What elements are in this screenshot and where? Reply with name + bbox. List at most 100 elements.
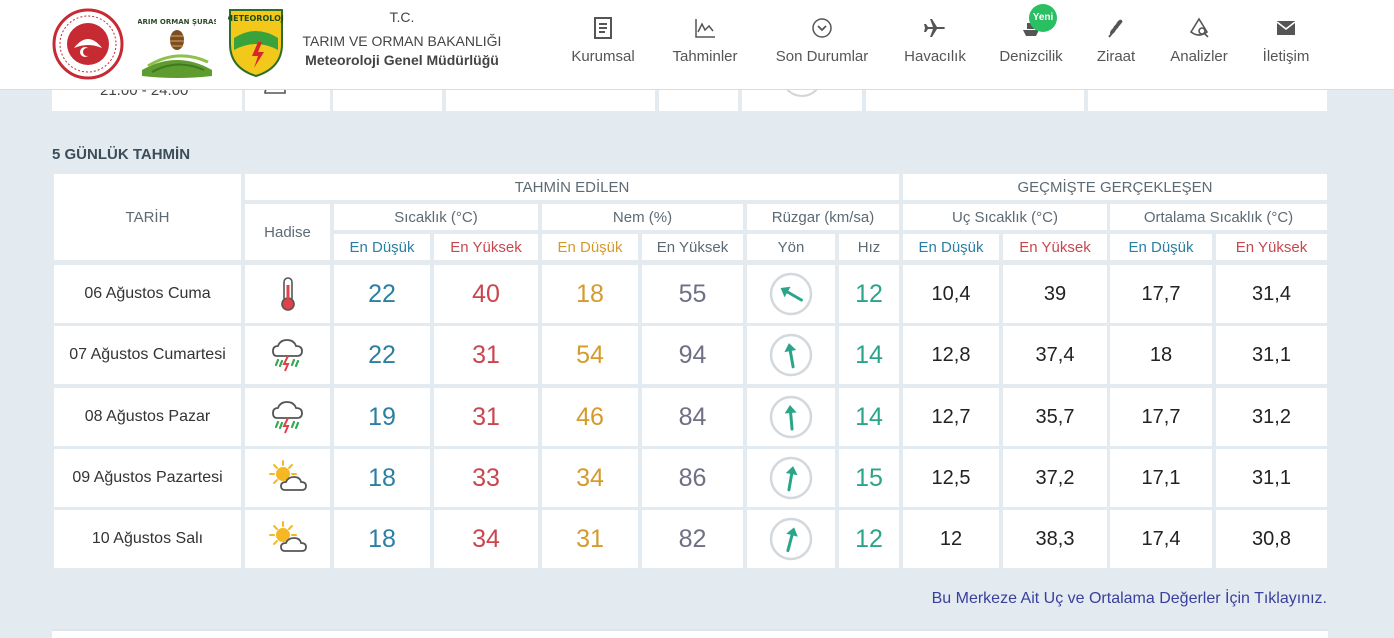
nav-ziraat[interactable]: Ziraat [1093, 12, 1139, 76]
cell-date: 06 Ağustos Cuma [54, 265, 241, 323]
thermometer-icon [280, 277, 295, 311]
cell-avg-max: 31,4 [1216, 265, 1327, 323]
meteorology-logo[interactable]: METEOROLOJİ [228, 8, 284, 78]
cell-tmax: 31 [434, 388, 538, 446]
header-wind: Rüzgar (km/sa) [747, 204, 899, 230]
nav-tahminler[interactable]: Tahminler [667, 12, 743, 76]
cell-ext-min: 10,4 [903, 265, 999, 323]
cell-ext-min: 12,5 [903, 449, 999, 507]
nav-label: Tahminler [672, 48, 738, 65]
cell-speed: 12 [839, 265, 899, 323]
cell-avg-min: 18 [1110, 326, 1212, 384]
cell-speed: 12 [839, 510, 899, 568]
station-averages-link[interactable]: Bu Merkeze Ait Uç ve Ortalama Değerler İ… [931, 590, 1327, 607]
svg-text:TARIM ORMAN ŞURASI: TARIM ORMAN ŞURASI [138, 18, 216, 26]
cell-date: 09 Ağustos Pazartesi [54, 449, 241, 507]
header-wind-speed: Hız [839, 234, 899, 260]
cell-avg-max: 30,8 [1216, 510, 1327, 568]
wind-direction-cell [747, 510, 835, 568]
cell-tmax: 40 [434, 265, 538, 323]
mail-icon [1276, 21, 1296, 35]
wheat-icon [1108, 19, 1123, 38]
header-temperature: Sıcaklık (°C) [334, 204, 538, 230]
cell-hmin: 31 [542, 510, 638, 568]
cell-avg-max: 31,2 [1216, 388, 1327, 446]
airplane-icon [924, 19, 945, 37]
wind-direction-icon [769, 333, 813, 377]
cell-tmin: 18 [334, 510, 430, 568]
nav-havacilik[interactable]: Havacılık [901, 12, 969, 76]
cell-avg-min: 17,4 [1110, 510, 1212, 568]
wind-direction-cell [747, 388, 835, 446]
header-past: GEÇMİŞTE GERÇEKLEŞEN [903, 174, 1327, 200]
header-average-high: En Yüksek [1216, 234, 1327, 260]
cell-speed: 14 [839, 388, 899, 446]
wind-circle-icon [781, 78, 823, 97]
nav-label: Denizcilik [999, 48, 1063, 65]
analysis-icon [1189, 17, 1209, 38]
cell-tmax: 31 [434, 326, 538, 384]
cell-tmax: 33 [434, 449, 538, 507]
header-temp-high: En Yüksek [434, 234, 538, 260]
cell-speed: 15 [839, 449, 899, 507]
header-average-temp: Ortalama Sıcaklık (°C) [1110, 204, 1327, 230]
nav-label: Havacılık [904, 48, 966, 65]
header-date: TARİH [54, 174, 241, 260]
nav-label: İletişim [1262, 48, 1310, 65]
partly-cloudy-icon [268, 460, 307, 491]
ministry-logo[interactable] [52, 8, 124, 80]
header-hum-high: En Yüksek [642, 234, 743, 260]
nav-analizler[interactable]: Analizler [1166, 12, 1232, 76]
chart-icon [695, 19, 715, 38]
cell-ext-min: 12,7 [903, 388, 999, 446]
cell-ext-max: 38,3 [1003, 510, 1107, 568]
nav-label: Ziraat [1096, 48, 1136, 65]
weather-event-cell [245, 326, 330, 384]
cell-tmin: 22 [334, 326, 430, 384]
cell-tmin: 18 [334, 449, 430, 507]
cell-hmin: 18 [542, 265, 638, 323]
wind-direction-icon [769, 395, 813, 439]
cell-date: 10 Ağustos Salı [54, 510, 241, 568]
section-title: 5 GÜNLÜK TAHMİN [52, 146, 191, 163]
organization-name: T.C. TARIM VE ORMAN BAKANLIĞI Meteoroloj… [290, 8, 514, 70]
thunderstorm-icon [271, 401, 303, 434]
svg-text:METEOROLOJİ: METEOROLOJİ [228, 13, 284, 23]
forest-logo[interactable]: TARIM ORMAN ŞURASI [138, 10, 216, 82]
header-event: Hadise [245, 204, 330, 260]
wind-direction-cell [747, 326, 835, 384]
header-temp-low: En Düşük [334, 234, 430, 260]
header-extreme-temp: Uç Sıcaklık (°C) [903, 204, 1107, 230]
cell-avg-min: 17,1 [1110, 449, 1212, 507]
cell-hmin: 34 [542, 449, 638, 507]
weather-event-cell [245, 388, 330, 446]
nav-son-durumlar[interactable]: Son Durumlar [770, 12, 874, 76]
cell-tmin: 22 [334, 265, 430, 323]
header-average-low: En Düşük [1110, 234, 1212, 260]
cell-avg-max: 31,1 [1216, 326, 1327, 384]
cell-hmax: 82 [642, 510, 743, 568]
nav-label: Son Durumlar [775, 48, 869, 65]
cell-avg-min: 17,7 [1110, 265, 1212, 323]
new-badge: Yeni [1029, 4, 1057, 32]
cell-hmax: 84 [642, 388, 743, 446]
weather-event-cell [245, 449, 330, 507]
cell-ext-min: 12 [903, 510, 999, 568]
header-forecast: TAHMİN EDİLEN [245, 174, 899, 200]
nav-iletisim[interactable]: İletişim [1257, 12, 1315, 76]
site-header: TARIM ORMAN ŞURASI METEOROLOJİ T.C. TARI… [0, 0, 1394, 90]
cell-ext-max: 35,7 [1003, 388, 1107, 446]
nav-label: Analizler [1170, 48, 1228, 65]
cell-ext-max: 37,4 [1003, 326, 1107, 384]
org-line-ministry: TARIM VE ORMAN BAKANLIĞI [302, 33, 502, 49]
cell-tmin: 19 [334, 388, 430, 446]
chevron-circle-icon [812, 18, 832, 38]
wind-direction-cell [747, 265, 835, 323]
header-extreme-high: En Yüksek [1003, 234, 1107, 260]
wind-direction-icon [769, 517, 813, 561]
nav-label: Kurumsal [571, 48, 635, 65]
cell-tmax: 34 [434, 510, 538, 568]
nav-denizcilik[interactable]: Denizcilik Yeni [995, 4, 1067, 76]
wind-direction-icon [769, 456, 813, 500]
nav-kurumsal[interactable]: Kurumsal [566, 12, 640, 76]
